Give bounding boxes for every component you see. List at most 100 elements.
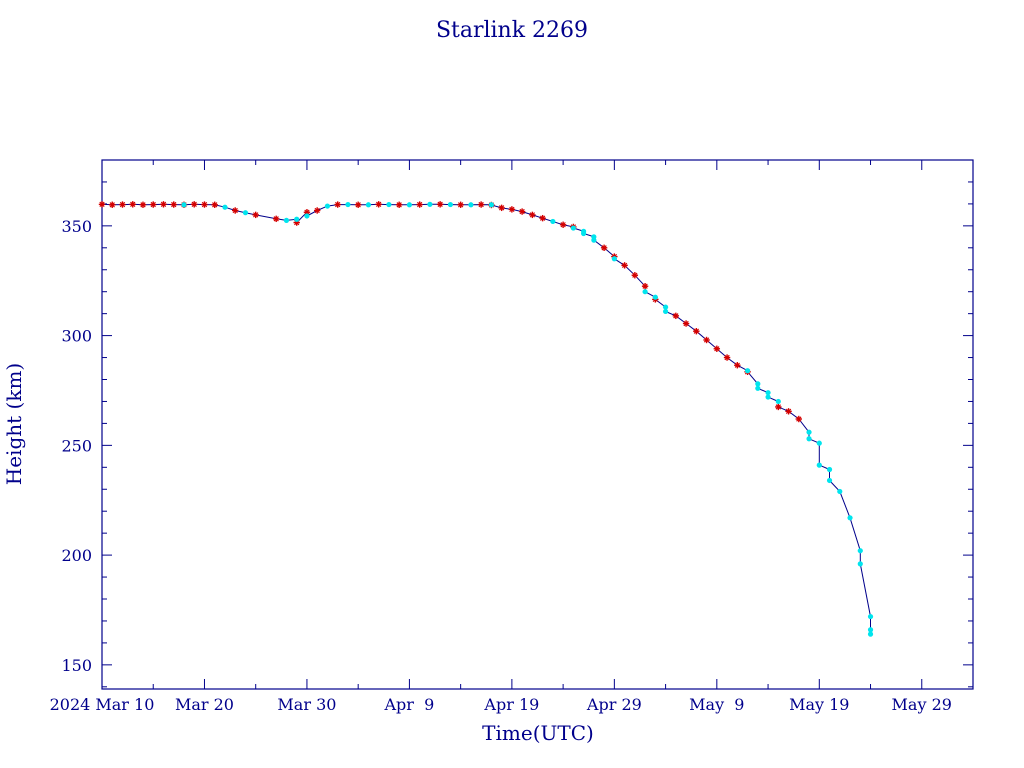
star-marker bbox=[416, 201, 423, 208]
x-tick-label: 2024 Mar 10 bbox=[50, 695, 155, 714]
star-marker bbox=[375, 201, 382, 208]
star-marker bbox=[539, 214, 546, 222]
star-marker bbox=[395, 201, 403, 208]
dot-marker bbox=[304, 213, 310, 219]
dot-marker bbox=[806, 429, 812, 435]
height-curve bbox=[101, 203, 871, 635]
plot-frame bbox=[101, 159, 974, 690]
star-marker bbox=[682, 320, 690, 327]
star-marker bbox=[795, 415, 802, 423]
dot-marker bbox=[816, 462, 822, 468]
dot-marker bbox=[550, 218, 556, 225]
star-marker bbox=[211, 201, 218, 208]
dot-marker bbox=[570, 225, 576, 231]
star-marker bbox=[734, 362, 741, 369]
dot-marker bbox=[181, 202, 187, 208]
dot-marker bbox=[775, 398, 781, 405]
dot-marker bbox=[345, 201, 351, 208]
dot-marker bbox=[867, 613, 874, 620]
star-marker bbox=[191, 201, 198, 208]
y-tick-label: 350 bbox=[61, 217, 92, 236]
dot-marker bbox=[468, 202, 474, 208]
dot-marker bbox=[806, 436, 812, 442]
star-marker bbox=[436, 201, 444, 208]
star-marker bbox=[559, 221, 567, 228]
chart-title: Starlink 2269 bbox=[436, 18, 588, 43]
star-marker bbox=[252, 211, 259, 219]
dot-marker bbox=[857, 561, 863, 567]
dot-marker bbox=[222, 204, 228, 210]
dot-marker bbox=[283, 217, 290, 223]
dot-marker bbox=[662, 308, 669, 315]
tick-labels: 2024 Mar 10 Mar 20 Mar 30 Apr 9 Apr 19 Apr 29… bbox=[50, 217, 952, 714]
star-marker bbox=[713, 345, 721, 352]
star-marker bbox=[313, 207, 321, 214]
star-marker bbox=[354, 201, 362, 208]
star-marker bbox=[150, 201, 157, 208]
star-marker bbox=[631, 272, 639, 279]
star-marker bbox=[273, 215, 280, 223]
star-marker bbox=[170, 201, 177, 208]
star-marker bbox=[139, 201, 147, 208]
y-tick-label: 300 bbox=[61, 327, 92, 346]
dot-marker bbox=[611, 256, 617, 262]
dot-marker bbox=[755, 385, 761, 391]
y-tick-label: 250 bbox=[61, 436, 92, 455]
dot-marker bbox=[662, 304, 669, 310]
star-marker bbox=[232, 207, 239, 214]
dot-marker bbox=[581, 230, 587, 237]
x-axis-label: Time(UTC) bbox=[482, 721, 594, 745]
dot-marker bbox=[765, 394, 771, 400]
star-marker bbox=[703, 336, 710, 344]
dot-marker bbox=[447, 201, 453, 208]
x-tick-label: May 9 bbox=[689, 695, 744, 714]
dot-marker bbox=[867, 627, 874, 633]
star-marker bbox=[600, 244, 608, 252]
star-marker bbox=[775, 403, 782, 411]
y-axis-label: Height (km) bbox=[2, 363, 26, 485]
star-marker bbox=[98, 201, 106, 208]
star-marker bbox=[303, 209, 311, 216]
dot-marker bbox=[591, 237, 597, 243]
star-marker bbox=[457, 201, 464, 208]
dot-marker bbox=[427, 201, 433, 207]
star-marker bbox=[334, 201, 341, 208]
dot-marker bbox=[642, 289, 648, 295]
x-tick-label: Mar 30 bbox=[277, 695, 336, 714]
x-tick-label: Apr 29 bbox=[586, 695, 642, 714]
x-tick-label: May 19 bbox=[789, 695, 849, 714]
dot-marker bbox=[837, 488, 843, 495]
axis-ticks bbox=[101, 159, 974, 689]
x-tick-label: Mar 20 bbox=[175, 695, 234, 714]
dot-marker bbox=[847, 515, 853, 521]
dot-marker bbox=[755, 381, 761, 387]
star-marker bbox=[518, 208, 526, 215]
star-marker bbox=[498, 204, 505, 212]
dot-marker bbox=[386, 201, 392, 208]
dot-marker bbox=[652, 294, 658, 300]
star-marker bbox=[693, 328, 700, 335]
dot-marker bbox=[867, 631, 874, 637]
x-tick-label: Apr 9 bbox=[384, 695, 435, 714]
y-tick-label: 200 bbox=[61, 546, 92, 565]
star-marker bbox=[508, 206, 516, 213]
dot-marker bbox=[816, 440, 822, 446]
dot-marker bbox=[406, 202, 413, 208]
x-tick-label: May 29 bbox=[892, 695, 952, 714]
dot-marker bbox=[857, 548, 863, 554]
dot-marker bbox=[242, 210, 249, 216]
data-markers bbox=[98, 201, 874, 637]
star-marker bbox=[109, 201, 116, 208]
dot-marker bbox=[765, 390, 771, 396]
dot-marker bbox=[826, 466, 833, 473]
dot-marker bbox=[488, 202, 494, 208]
dot-marker bbox=[826, 477, 833, 484]
dot-marker bbox=[324, 203, 331, 209]
star-marker bbox=[477, 201, 485, 208]
star-marker bbox=[672, 312, 680, 320]
star-marker bbox=[160, 201, 167, 208]
dot-marker bbox=[365, 202, 372, 208]
dot-marker bbox=[294, 216, 300, 222]
star-marker bbox=[621, 262, 628, 269]
